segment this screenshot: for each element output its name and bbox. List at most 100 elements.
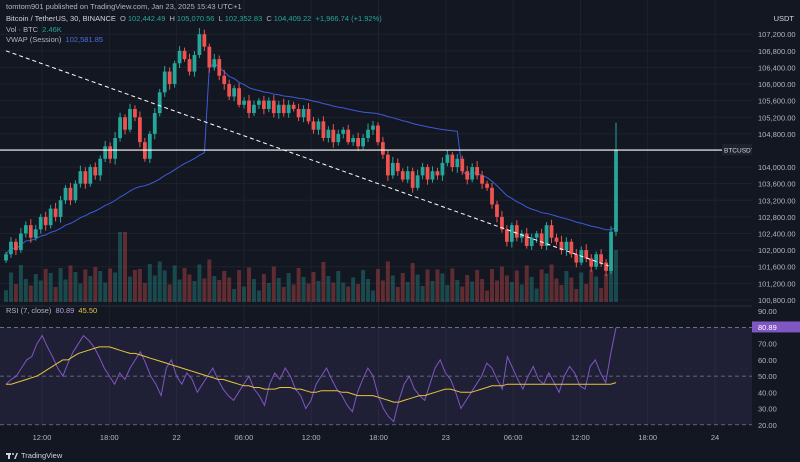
candle-body	[177, 50, 182, 64]
volume-bar	[539, 269, 544, 302]
rsi-line	[5, 327, 617, 423]
volume-bar	[53, 287, 58, 302]
volume-bar	[222, 271, 227, 302]
volume-bar	[113, 272, 118, 302]
candle-body	[147, 133, 152, 159]
price-tick-label: 104,800.00	[758, 130, 796, 139]
price-tick-label: 103,600.00	[758, 180, 796, 189]
volume-bar	[361, 270, 366, 302]
candle-body	[564, 241, 569, 251]
time-tick-label: 12:00	[571, 433, 590, 442]
volume-bar	[103, 282, 108, 302]
candle-body	[73, 183, 78, 201]
volume-bar	[63, 279, 68, 302]
candle-body	[534, 233, 539, 238]
volume-bar	[147, 264, 152, 302]
rsi-value: 80.89	[55, 306, 75, 315]
candle-body	[495, 204, 499, 217]
volume-bar	[465, 275, 470, 302]
candle-body	[227, 84, 232, 97]
tradingview-icon	[6, 452, 18, 459]
footer: TradingView	[0, 448, 800, 462]
candle-body	[247, 100, 251, 114]
volume-bar	[490, 269, 494, 302]
price-tick-label: 106,800.00	[758, 47, 796, 56]
time-tick-label: 22	[172, 433, 180, 442]
volume-bar	[286, 273, 291, 302]
price-axis[interactable]: 107,200.00 106,800.00 106,400.00 106,000.00…	[752, 0, 800, 448]
symbol-title[interactable]: Bitcoin / TetherUS, 30, BINANCE	[6, 14, 116, 23]
volume-bar	[420, 286, 425, 302]
candle-body	[311, 121, 316, 130]
volume-bar	[400, 273, 405, 302]
candle-body	[33, 229, 38, 238]
volume-bar	[28, 285, 33, 302]
volume-bar	[549, 264, 554, 302]
candles[interactable]	[4, 28, 618, 277]
time-tick-label: 23	[442, 433, 450, 442]
candle-body	[450, 154, 455, 168]
volume-bar	[504, 275, 509, 302]
volume-bar	[162, 270, 167, 302]
volume-bar	[207, 259, 212, 302]
candle-body	[425, 167, 430, 180]
candle-body	[430, 171, 435, 180]
candle-body	[128, 108, 132, 130]
ohlc-open: 102,442.49	[127, 14, 166, 23]
candle-body	[28, 225, 33, 238]
volume-bar	[142, 283, 147, 302]
volume-bar	[499, 266, 504, 302]
volume-bar	[132, 270, 137, 302]
candle-body	[470, 167, 475, 180]
volume-bar	[470, 281, 475, 302]
vwap-label: VWAP (Session)	[6, 35, 62, 44]
candle-body	[172, 63, 177, 85]
currency-label[interactable]: USDT	[773, 14, 794, 23]
volume-bar	[514, 270, 519, 302]
volume-bar	[609, 264, 614, 302]
volume-bar	[8, 272, 13, 302]
candle-body	[594, 254, 599, 267]
volume-legend[interactable]: Vol · BTC 2.46K	[6, 25, 64, 34]
candle-body	[599, 254, 604, 263]
rsi-tag-value: 80.89	[758, 323, 777, 332]
candle-body	[509, 225, 514, 242]
volume-bar	[321, 262, 326, 302]
volume-bar	[182, 268, 187, 302]
candle-body	[217, 59, 222, 76]
price-tick-label: 102,400.00	[758, 230, 796, 239]
candle-body	[18, 233, 23, 251]
rsi-legend[interactable]: RSI (7, close) 80.89 45.50	[6, 306, 99, 315]
candle-body	[529, 237, 534, 246]
price-tick-label: 100,800.00	[758, 296, 796, 305]
price-tag-symbol-bg	[722, 144, 752, 156]
ohlc-l-label: L	[218, 14, 223, 23]
time-tick-label: 06:00	[235, 433, 254, 442]
volume-bar	[266, 283, 271, 302]
volume-bar	[529, 277, 534, 302]
symbol-header: Bitcoin / TetherUS, 30, BINANCE O 102,442…	[6, 14, 384, 23]
ohlc-low: 102,352.83	[224, 14, 263, 23]
candle-body	[405, 171, 410, 180]
rsi-pane[interactable]: 90.0080.0070.0060.0050.0040.0030.0020.00…	[0, 307, 800, 430]
volume-bar	[33, 274, 38, 302]
candle-body	[420, 167, 425, 176]
candle-body	[252, 104, 256, 114]
candle-body	[113, 138, 117, 159]
volume-bar	[544, 273, 549, 302]
candle-body	[485, 183, 489, 188]
candle-body	[53, 208, 58, 217]
volume-bar	[212, 276, 217, 302]
rsi-tick-label: 70.00	[758, 340, 777, 349]
rsi-tick-label: 50.00	[758, 372, 777, 381]
volume-bar	[390, 275, 395, 302]
volume-bar	[594, 276, 599, 302]
vwap-legend[interactable]: VWAP (Session) 102,581.85	[6, 35, 105, 44]
candle-body	[68, 187, 73, 201]
tradingview-logo[interactable]: TradingView	[6, 451, 62, 460]
candle-body	[301, 108, 306, 118]
vwap-line	[5, 62, 617, 255]
price-tick-label: 106,400.00	[758, 63, 796, 72]
candle-body	[242, 100, 246, 105]
